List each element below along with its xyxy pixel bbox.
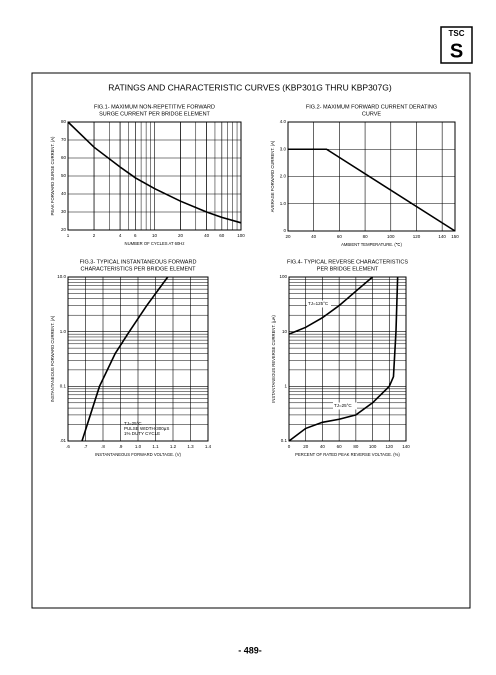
- x-tick-label: 6: [134, 233, 137, 238]
- y-tick-label: 60: [61, 155, 67, 160]
- y-tick-label: 10: [282, 329, 288, 334]
- x-tick-label: 1.3: [187, 444, 194, 449]
- annotation: TJ=25°C: [124, 421, 142, 426]
- chart-title: FIG.2- MAXIMUM FORWARD CURRENT DERATING: [306, 104, 437, 110]
- x-tick-label: 20: [178, 233, 184, 238]
- y-tick-label: 4.0: [280, 119, 287, 124]
- x-tick-label: 10: [152, 233, 158, 238]
- logo: TSC: [449, 29, 465, 38]
- x-tick-label: 100: [237, 233, 245, 238]
- x-tick-label: 140: [438, 234, 446, 239]
- chart-title: FIG.1- MAXIMUM NON-REPETITIVE FORWARD: [94, 104, 215, 110]
- x-tick-label: 80: [353, 444, 359, 449]
- series-label: TJ=125°C: [308, 301, 329, 306]
- logo-mark: S: [450, 40, 463, 62]
- x-tick-label: 100: [369, 444, 377, 449]
- y-tick-label: 0.1: [281, 438, 288, 443]
- chart-title: FIG.3- TYPICAL INSTANTANEOUS FORWARD: [80, 259, 197, 265]
- chart-title: CURVE: [362, 111, 381, 117]
- x-tick-label: 120: [413, 234, 421, 239]
- x-tick-label: 0: [288, 444, 291, 449]
- x-tick-label: 1.4: [205, 444, 212, 449]
- chart-title: FIG.4- TYPICAL REVERSE CHARACTERISTICS: [287, 259, 408, 265]
- x-axis-label: AMBIENT TEMPERATURE. (℃): [341, 242, 402, 247]
- series-line: [288, 276, 399, 442]
- y-tick-label: 0: [283, 228, 286, 233]
- page-title: RATINGS AND CHARACTERISTIC CURVES (KBP30…: [108, 82, 392, 92]
- y-tick-label: .01: [60, 438, 67, 443]
- x-tick-label: 1: [67, 233, 70, 238]
- x-tick-label: 2: [93, 233, 96, 238]
- x-tick-label: 40: [204, 233, 210, 238]
- frame: [31, 72, 471, 609]
- series-line: [288, 276, 374, 335]
- y-axis-label: INSTANTANEOUS REVERSE CURRENT. (μA): [271, 315, 276, 403]
- y-tick-label: 0.1: [60, 384, 67, 389]
- x-axis-label: PERCENT OF RATED PEAK REVERSE VOLTAGE. (…: [295, 452, 400, 457]
- y-axis-label: AVERAGE FORWARD CURRENT. (A): [270, 140, 275, 212]
- y-tick-label: 3.0: [280, 146, 287, 151]
- x-axis-label: NUMBER OF CYCLES AT 60Hz: [125, 241, 185, 246]
- y-tick-label: 2.0: [280, 174, 287, 179]
- logo-box: [440, 26, 473, 64]
- series-line: [67, 121, 242, 224]
- x-tick-label: 1.1: [152, 444, 159, 449]
- chart-title: SURGE CURRENT PER BRIDGE ELEMENT: [99, 111, 210, 117]
- y-tick-label: 1.0: [60, 329, 67, 334]
- series-label-bg: [307, 300, 331, 308]
- chart-title: PER BRIDGE ELEMENT: [317, 266, 379, 272]
- chart-title: CHARACTERISTICS PER BRIDGE ELEMENT: [81, 266, 197, 272]
- x-tick-label: 60: [337, 234, 343, 239]
- x-tick-label: 20: [285, 234, 291, 239]
- y-axis-label: PEAK FORWARD SURGE CURRENT. (A): [50, 136, 55, 215]
- y-axis-label: INSTANTANEOUS FORWARD CURRENT. (A): [50, 315, 55, 402]
- y-tick-label: 50: [61, 173, 67, 178]
- x-tick-label: 100: [387, 234, 395, 239]
- x-tick-label: 140: [402, 444, 410, 449]
- x-tick-label: 120: [386, 444, 394, 449]
- x-tick-label: 60: [219, 233, 225, 238]
- y-tick-label: 10.0: [57, 274, 66, 279]
- y-tick-label: 30: [61, 209, 67, 214]
- x-tick-label: 40: [311, 234, 317, 239]
- x-tick-label: .8: [101, 444, 105, 449]
- series-line: [81, 276, 169, 442]
- y-tick-label: 1.0: [280, 201, 287, 206]
- x-tick-label: 40: [320, 444, 326, 449]
- y-tick-label: 70: [61, 137, 67, 142]
- y-tick-label: 80: [61, 119, 67, 124]
- x-tick-label: .9: [119, 444, 123, 449]
- y-tick-label: 20: [61, 227, 67, 232]
- annotation: 1% DUTY CYCLE: [124, 431, 160, 436]
- x-tick-label: 150: [451, 234, 459, 239]
- x-axis-label: INSTANTANEOUS FORWARD VOLTAGE. (V): [95, 452, 181, 457]
- x-tick-label: .6: [66, 444, 70, 449]
- x-tick-label: 1.2: [170, 444, 177, 449]
- y-tick-label: 100: [279, 274, 287, 279]
- x-tick-label: 20: [303, 444, 309, 449]
- x-tick-label: 60: [337, 444, 343, 449]
- x-tick-label: 80: [363, 234, 369, 239]
- series-label-bg: [333, 402, 357, 410]
- x-tick-label: 4: [119, 233, 122, 238]
- x-tick-label: 1.0: [135, 444, 142, 449]
- series-label: TJ=25°C: [334, 403, 352, 408]
- page-number: - 489-: [238, 645, 262, 655]
- series-line: [288, 148, 456, 232]
- y-tick-label: 1: [284, 384, 287, 389]
- annotation: PULSE WIDTH-300μS: [124, 426, 169, 431]
- x-tick-label: .7: [84, 444, 88, 449]
- y-tick-label: 40: [61, 191, 67, 196]
